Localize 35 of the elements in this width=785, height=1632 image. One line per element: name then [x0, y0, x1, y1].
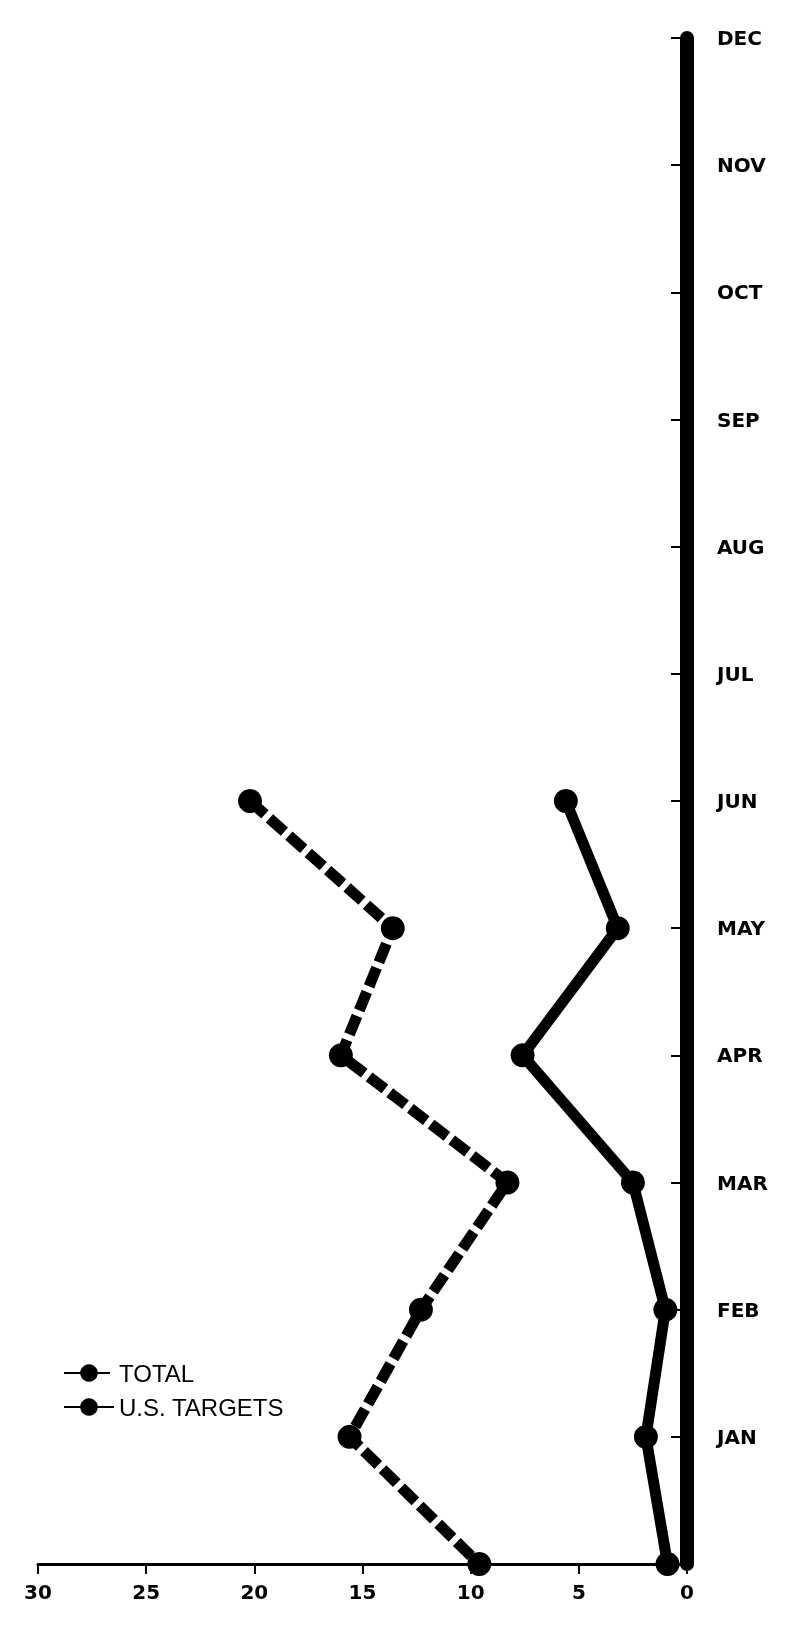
legend-label: TOTAL — [119, 1359, 195, 1387]
y-tick-label: DEC — [717, 26, 762, 50]
y-tick-label: NOV — [717, 153, 767, 178]
y-tick-label: MAY — [717, 916, 766, 941]
point — [337, 1424, 362, 1449]
x-tick-label: 30 — [24, 1580, 52, 1604]
point — [620, 1170, 645, 1195]
point — [553, 789, 578, 813]
point — [408, 1297, 433, 1322]
legend-label: U.S. TARGETS — [119, 1393, 284, 1421]
y-tick-label: OCT — [717, 280, 763, 305]
y-tick-label: FEB — [717, 1297, 760, 1322]
point — [605, 916, 630, 941]
point — [238, 789, 263, 813]
x-tick-label: 25 — [132, 1580, 161, 1604]
point — [328, 1043, 353, 1068]
x-tick-label: 5 — [571, 1580, 586, 1604]
y-tick-label: AUG — [717, 534, 765, 559]
point — [495, 1170, 520, 1195]
y-tick-label: JAN — [715, 1424, 757, 1449]
y-tick-label: APR — [717, 1043, 763, 1068]
x-tick-label: 10 — [456, 1580, 485, 1604]
y-tick-label: SEP — [717, 407, 760, 432]
x-tick-label: 20 — [240, 1580, 269, 1604]
point — [380, 916, 405, 941]
point — [653, 1297, 678, 1322]
y-tick-label: MAR — [717, 1170, 768, 1195]
x-tick-label: 15 — [348, 1580, 377, 1604]
y-tick-label: JUN — [715, 789, 758, 813]
x-tick-label: 0 — [680, 1580, 694, 1604]
point — [633, 1424, 658, 1449]
point — [655, 1552, 680, 1576]
point — [467, 1552, 492, 1576]
y-tick-label: JUL — [715, 661, 754, 686]
point — [510, 1043, 535, 1068]
